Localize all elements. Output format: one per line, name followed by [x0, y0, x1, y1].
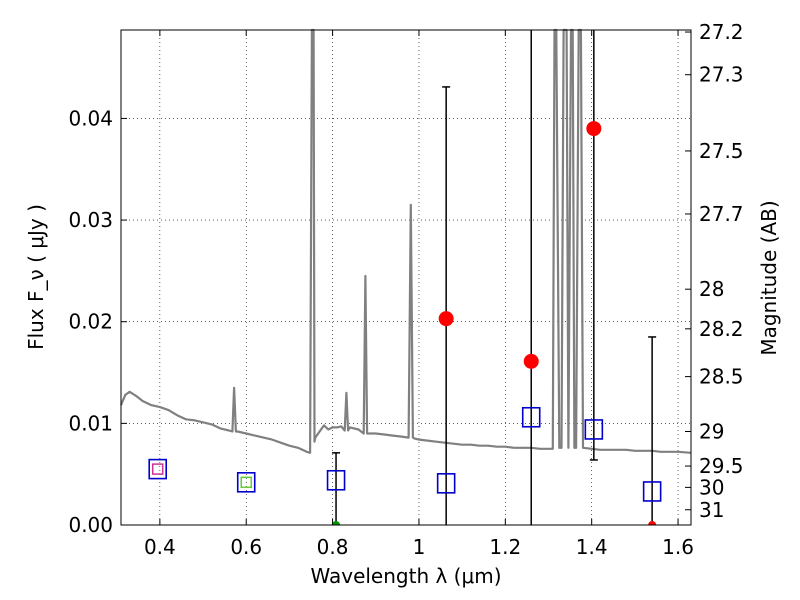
model-photometry-square: [326, 469, 346, 491]
faint-band-marker: [648, 521, 657, 525]
x-tick-label: 1.2: [489, 535, 521, 559]
magnitude-tick-label: 27.5: [699, 139, 744, 163]
x-axis-label: Wavelength λ (μm): [310, 564, 501, 588]
model-photometry-square: [642, 481, 662, 502]
x-tick-label: 1.6: [662, 535, 694, 559]
model-photometry-square: [148, 458, 168, 480]
y-tick-label: 0.00: [68, 513, 113, 537]
x-tick-label: 1: [413, 535, 426, 559]
magnitude-tick-label: 28.2: [699, 317, 744, 341]
plot-frame: [120, 29, 692, 526]
spectrum-layer: [119, 28, 692, 454]
magnitude-tick-label: 27.7: [699, 202, 744, 226]
y-tick-label: 0.02: [68, 310, 113, 334]
magnitude-axis-label: Magnitude (AB): [757, 200, 781, 355]
x-tick-label: 0.8: [317, 535, 349, 559]
magnitude-tick-label: 27.3: [699, 63, 744, 87]
faint-band-marker: [332, 521, 341, 525]
x-axis-ticks: 0.4 0.6 0.8 1 1.2 1.4 1.6: [144, 30, 694, 559]
marker-layer: [148, 121, 662, 525]
magnitude-tick-label: 27.2: [699, 20, 744, 44]
faint-band-marker: [240, 476, 252, 489]
error-bar-layer: [332, 30, 657, 525]
y-axis-ticks: 0.00 0.01 0.02 0.03 0.04: [68, 106, 127, 537]
magnitude-tick-label: 28.5: [699, 365, 744, 389]
y-tick-label: 0.04: [68, 106, 113, 130]
model-photometry-square: [436, 473, 456, 494]
x-tick-label: 1.4: [576, 535, 608, 559]
magnitude-tick-label: 31: [699, 498, 724, 522]
model-photometry-square: [584, 419, 604, 440]
faint-band-marker: [151, 463, 164, 475]
x-tick-label: 0.6: [230, 535, 262, 559]
y-axis-label: Flux F_ν ( μJy ): [24, 204, 48, 350]
magnitude-tick-label: 29: [699, 419, 724, 443]
observed-flux-point: [523, 353, 539, 369]
magnitude-tick-label: 29.5: [699, 454, 744, 478]
y-tick-label: 0.01: [68, 411, 113, 435]
x-tick-label: 0.4: [144, 535, 176, 559]
model-photometry-square: [521, 406, 541, 428]
model-photometry-square: [236, 472, 256, 493]
observed-flux-point: [438, 311, 454, 327]
observed-flux-point: [586, 121, 602, 137]
spectrum-line: [119, 28, 692, 454]
magnitude-tick-label: 30: [699, 475, 724, 499]
y-tick-label: 0.03: [68, 208, 113, 232]
magnitude-tick-label: 28: [699, 277, 724, 301]
